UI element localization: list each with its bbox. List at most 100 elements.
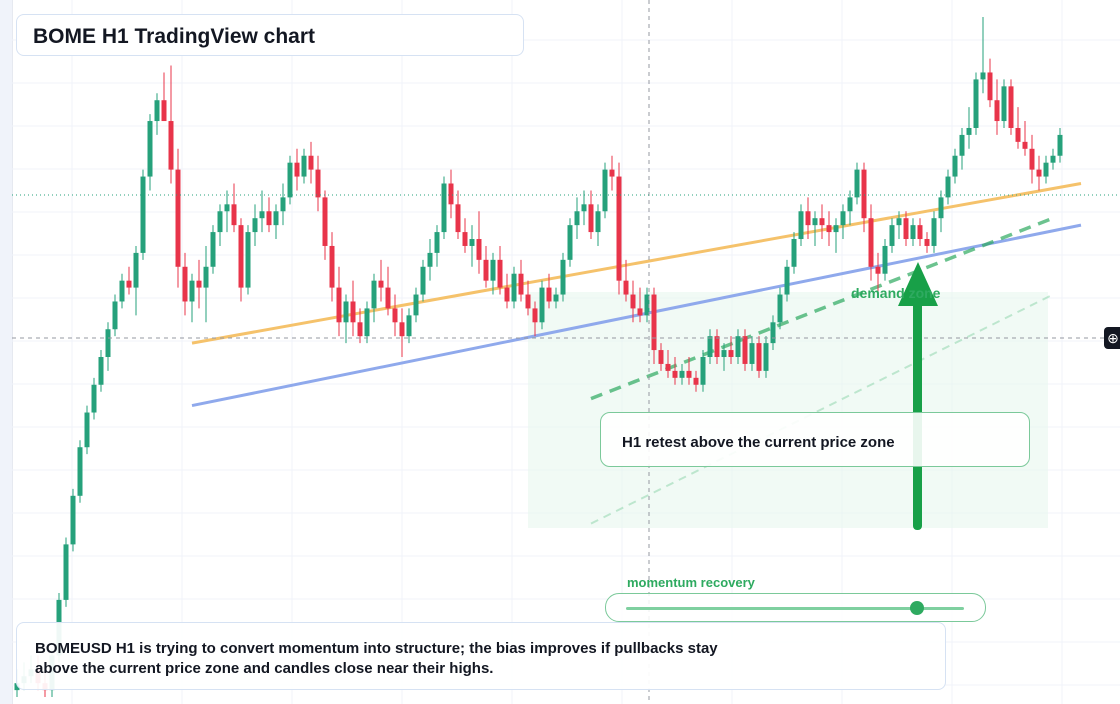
- candle: [973, 72, 979, 135]
- candle: [413, 287, 419, 323]
- candle-body: [343, 301, 349, 323]
- candle: [868, 204, 874, 281]
- candle-body: [469, 239, 475, 246]
- candle-body: [560, 259, 566, 295]
- candle: [420, 259, 426, 302]
- candle-body: [763, 343, 769, 371]
- candle: [721, 343, 727, 371]
- candle-body: [399, 322, 405, 337]
- summary-panel: BOMEUSD H1 is trying to convert momentum…: [16, 622, 946, 690]
- candle: [210, 225, 216, 274]
- candle: [1015, 107, 1021, 149]
- candle-body: [161, 100, 167, 122]
- candle-body: [140, 176, 146, 253]
- candle: [357, 308, 363, 344]
- candle: [896, 211, 902, 240]
- candle-body: [658, 350, 664, 364]
- candle: [469, 225, 475, 267]
- candle: [798, 204, 804, 246]
- candle: [343, 294, 349, 344]
- candle: [245, 225, 251, 295]
- candle-body: [1050, 155, 1056, 163]
- candle: [1008, 79, 1014, 135]
- momentum-slider[interactable]: [605, 593, 986, 622]
- candle-body: [1036, 169, 1042, 177]
- candle-body: [322, 197, 328, 246]
- candle-body: [791, 239, 797, 267]
- candle-body: [574, 211, 580, 226]
- candle: [658, 343, 664, 371]
- candle: [490, 252, 496, 295]
- candle: [945, 169, 951, 205]
- candle-body: [910, 225, 916, 240]
- candle: [70, 488, 76, 552]
- candle-body: [784, 266, 790, 295]
- candle-body: [567, 225, 573, 260]
- candle: [756, 336, 762, 378]
- candle: [182, 252, 188, 316]
- candle-body: [686, 370, 692, 378]
- candle-body: [539, 287, 545, 323]
- candle-body: [861, 169, 867, 219]
- candle: [742, 329, 748, 371]
- candle-body: [329, 245, 335, 288]
- candle: [693, 370, 699, 392]
- candle-body: [665, 363, 671, 371]
- candle: [987, 58, 993, 108]
- candle: [903, 211, 909, 246]
- candle-body: [147, 121, 153, 177]
- candle: [63, 537, 69, 607]
- candle: [385, 266, 391, 316]
- candle-body: [238, 225, 244, 288]
- candle: [630, 280, 636, 323]
- candle: [266, 197, 272, 233]
- candle: [588, 190, 594, 240]
- candle-body: [952, 155, 958, 177]
- candle-body: [357, 322, 363, 337]
- chart-title: BOME H1 TradingView chart: [33, 25, 316, 48]
- candle-body: [945, 176, 951, 198]
- candle-body: [91, 384, 97, 413]
- summary-line-1: BOMEUSD H1 is trying to convert momentum…: [35, 640, 718, 657]
- candle-body: [364, 308, 370, 337]
- candle-body: [833, 225, 839, 233]
- candle-body: [77, 447, 83, 496]
- candle: [840, 204, 846, 240]
- candle-body: [476, 239, 482, 260]
- candle-body: [630, 294, 636, 309]
- candle: [280, 183, 286, 226]
- candle: [434, 225, 440, 267]
- candle-body: [742, 336, 748, 364]
- candle-body: [315, 169, 321, 198]
- momentum-track[interactable]: [626, 607, 964, 610]
- candle-body: [777, 294, 783, 323]
- candle: [546, 273, 552, 309]
- candle-body: [280, 197, 286, 212]
- left-toolbar-strip: [0, 0, 13, 704]
- candle-body: [504, 287, 510, 302]
- candle-body: [672, 370, 678, 378]
- candle-body: [581, 204, 587, 212]
- demand-zone-shade: [528, 292, 1048, 528]
- candle-body: [287, 162, 293, 198]
- candle-body: [518, 273, 524, 295]
- candle: [91, 377, 97, 420]
- candle-body: [406, 315, 412, 337]
- candle: [315, 155, 321, 212]
- candle-body: [693, 377, 699, 385]
- candle-body: [987, 72, 993, 101]
- candle-body: [441, 183, 447, 233]
- trendline-3: [590, 293, 1054, 525]
- candle-body: [182, 266, 188, 302]
- candle-body: [301, 155, 307, 177]
- momentum-knob[interactable]: [909, 601, 924, 615]
- candle: [203, 245, 209, 323]
- candle-body: [231, 204, 237, 226]
- crosshair-plus-icon[interactable]: ⊕: [1104, 327, 1120, 349]
- candle: [1001, 79, 1007, 128]
- candles: [14, 16, 1063, 698]
- candle: [378, 259, 384, 302]
- candle: [175, 148, 181, 288]
